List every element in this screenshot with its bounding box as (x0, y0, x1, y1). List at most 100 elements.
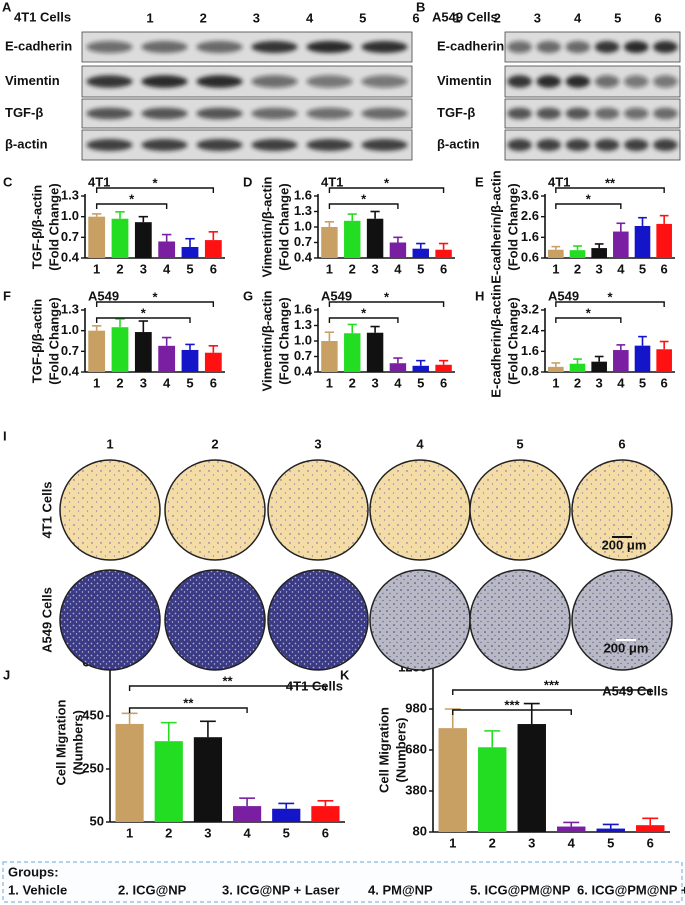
lane-label: 6 (618, 436, 625, 451)
significance-bracket (452, 689, 651, 695)
blot-band (565, 139, 591, 151)
y-tick-label: 0.4 (61, 363, 80, 378)
significance-label: *** (504, 697, 520, 712)
bar (366, 332, 384, 372)
group-item: 5. ICG@PM@NP (470, 882, 571, 897)
y-tick-label: 1.6 (521, 343, 539, 358)
x-tick-label: 1 (552, 261, 559, 276)
group-item: 4. PM@NP (368, 882, 433, 897)
blot-band (565, 107, 591, 120)
blot-band (653, 107, 678, 120)
x-tick-label: 4 (617, 375, 625, 390)
bar (569, 250, 586, 258)
y-tick-label: 0.7 (294, 348, 312, 363)
blot-band (306, 75, 353, 88)
significance-bracket (95, 187, 215, 193)
panel-letter: K (340, 667, 350, 682)
blot-band (507, 107, 532, 120)
blot-strip (504, 129, 681, 161)
bar (438, 728, 467, 832)
blot-band (653, 41, 678, 53)
bar (478, 747, 507, 832)
significance-bracket (328, 203, 399, 209)
x-tick-label: 4 (568, 835, 576, 850)
bar (311, 806, 340, 822)
bar (517, 724, 546, 832)
blot-strip (504, 65, 681, 98)
x-tick-label: 4 (163, 261, 171, 276)
y-axis-label: (Fold Change) (46, 297, 61, 384)
x-tick-label: 6 (210, 261, 217, 276)
migration-image (469, 459, 571, 561)
x-tick-label: 4 (617, 261, 625, 276)
bar (435, 249, 452, 258)
lane-label: 1 (146, 10, 153, 25)
y-axis-label: E-cadherin/β-actin (488, 284, 503, 397)
group-item: 1. Vehicle (8, 882, 67, 897)
lane-label: 6 (654, 10, 661, 25)
blot-band (536, 107, 561, 120)
lane-label: 4 (306, 10, 314, 25)
blot-band (594, 41, 620, 53)
x-tick-label: 3 (140, 261, 147, 276)
y-axis-label: Cell Migration (376, 707, 391, 793)
blot-band (594, 139, 620, 151)
bar (88, 216, 106, 258)
lane-label: 3 (253, 10, 260, 25)
y-tick-label: 980 (405, 700, 427, 715)
migration-image (369, 459, 471, 561)
lane-label: 2 (494, 10, 501, 25)
x-tick-label: 2 (349, 261, 356, 276)
bar (613, 350, 629, 372)
y-tick-label: 50 (90, 813, 104, 828)
x-tick-label: 2 (489, 835, 496, 850)
blot-band (594, 75, 620, 88)
migration-image (571, 459, 673, 561)
chart-annotation: 4T1 (548, 174, 570, 189)
x-tick-label: 3 (528, 835, 535, 850)
blot-band (251, 41, 298, 53)
y-tick-label: 0.8 (521, 363, 539, 378)
bar (548, 249, 564, 258)
significance-bracket (452, 709, 572, 715)
lane-label: 3 (534, 10, 541, 25)
y-axis-label: (Fold Change) (46, 183, 61, 270)
blot-band (196, 41, 243, 53)
bar (134, 222, 152, 258)
x-tick-label: 2 (349, 375, 356, 390)
bar (656, 223, 672, 258)
blot-row-label: E-cadherin (437, 38, 504, 53)
blot-band (196, 75, 243, 88)
migration-image (59, 569, 161, 671)
y-axis-label: TGF-β/β-actin (29, 299, 44, 384)
x-tick-label: 4 (243, 825, 251, 840)
bar (115, 723, 144, 822)
x-tick-label: 5 (639, 261, 646, 276)
blot-band (251, 75, 298, 88)
chart-annotation: 4T1 (321, 174, 343, 189)
bar (158, 345, 176, 372)
y-tick-label: 1.3 (294, 203, 312, 218)
y-tick-label: 450 (82, 707, 104, 722)
lane-label: 5 (516, 436, 523, 451)
bar (412, 365, 429, 372)
y-tick-label: 0.4 (294, 363, 313, 378)
blot-band (306, 107, 353, 120)
significance-label: * (152, 175, 158, 190)
bar (321, 341, 338, 372)
panel-letter: B (416, 0, 425, 14)
blot-band (86, 139, 133, 151)
significance-label: * (152, 289, 158, 304)
y-tick-label: 1.3 (61, 301, 79, 316)
migration-image (59, 459, 161, 561)
blot-title: 4T1 Cells (14, 9, 71, 24)
x-tick-label: 1 (93, 375, 100, 390)
group-item: 2. ICG@NP (118, 882, 187, 897)
y-tick-label: 0.4 (61, 249, 80, 264)
panel-letter: F (3, 288, 11, 303)
y-axis-label: Cell Migration (53, 699, 68, 785)
significance-bracket (95, 203, 168, 209)
x-tick-label: 2 (116, 261, 123, 276)
bar (272, 808, 301, 822)
